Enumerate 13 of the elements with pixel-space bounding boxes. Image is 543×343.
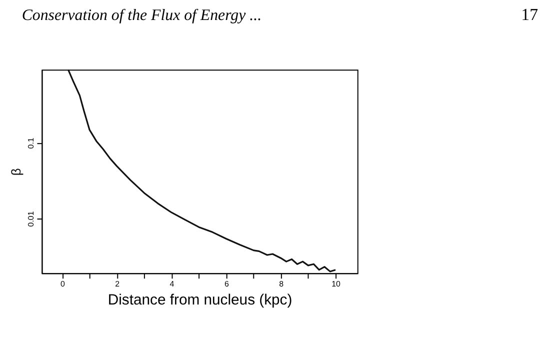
x-tick-label: 2	[115, 280, 120, 289]
x-tick-label: 10	[332, 280, 341, 289]
chart-title: Conservation of the Flux of Energy ...	[22, 7, 262, 24]
x-tick-label: 0	[60, 280, 66, 289]
line-series	[67, 70, 336, 272]
x-tick-label: 6	[224, 280, 230, 289]
x-axis-title: Distance from nucleus (kpc)	[108, 292, 292, 308]
x-tick-label: 8	[279, 280, 284, 289]
y-tick-label: 0.01	[26, 210, 36, 227]
text: 17	[521, 5, 538, 24]
y-tick-label: 0.1	[26, 137, 36, 149]
x-tick-label: 4	[170, 280, 175, 289]
y-axis-title: β	[8, 168, 24, 176]
